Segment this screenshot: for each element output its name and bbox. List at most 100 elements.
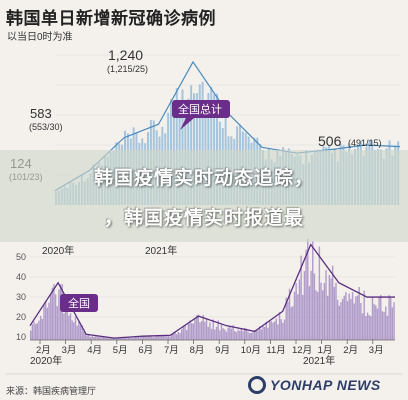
bottom-bar [157,336,160,340]
bottom-bar [161,335,163,340]
callout-breakdown: (553/30) [29,122,63,132]
bottom-bar [151,336,153,340]
legend-callout-label: 全国总计 [178,102,222,116]
bottom-bar [350,298,352,340]
bottom-bar [207,326,209,340]
bottom-bar [272,322,274,340]
bottom-year-label: 2020年 [30,354,62,367]
bottom-bar [300,255,302,340]
bottom-xtick-label: 2月 [36,345,51,356]
bottom-bar [119,337,122,340]
bottom-bar [176,334,178,340]
bottom-xtick-label: 6月 [138,345,153,356]
bottom-bar [388,295,390,340]
bottom-bar [117,337,120,340]
bottom-bar [94,336,97,340]
bottom-series-line [29,243,395,339]
bottom-bar [386,315,389,340]
bottom-bar [194,319,196,340]
bottom-bar [61,284,63,340]
bottom-bar [247,331,249,340]
bottom-bar [237,329,239,340]
bottom-bar [31,324,34,340]
bottom-bar [335,282,337,340]
bottom-bar [230,328,233,340]
bottom-bar [169,336,171,340]
bottom-bar [278,311,281,340]
bottom-bar [159,336,161,340]
bottom-bar [33,321,35,340]
bottom-bar [297,294,299,340]
bottom-bar [69,313,72,340]
bottom-bar [202,314,204,340]
bottom-bar [331,265,334,340]
bottom-xtick-label: 7月 [164,345,179,356]
bottom-bar [280,319,282,340]
top-year-label: 2020年 [42,244,74,257]
bottom-bar [253,330,256,340]
bottom-xtick-label: 9月 [215,345,230,356]
top-bar [210,86,213,205]
bottom-bar [239,330,241,340]
bottom-bar [385,306,387,340]
bottom-bar [164,335,166,340]
top-bar [193,93,196,205]
bottom-bar [313,273,316,340]
bottom-legend-label: 全国 [68,296,90,310]
bottom-bar [121,338,123,340]
bottom-bar [49,295,52,340]
bottom-bar [224,329,226,340]
bottom-bar [262,326,264,340]
bottom-bar [267,327,269,340]
bottom-bar [89,337,92,340]
bottom-bar [204,321,206,340]
bottom-bar [235,332,238,340]
bottom-bar [373,303,375,340]
callout-breakdown: (1,215/25) [107,64,148,74]
bottom-bar [167,335,170,340]
top-bar [216,93,219,205]
bottom-bar [122,337,125,340]
callout-value: 506 [318,133,342,149]
bottom-bar [127,336,130,340]
bottom-bar [137,336,140,340]
bottom-bar [381,311,384,340]
bottom-bar [355,296,357,340]
bottom-bar [365,316,367,340]
bottom-bar [74,316,77,340]
bottom-bar [187,324,190,340]
bottom-bar [234,330,236,340]
bottom-bar [99,337,102,340]
bottom-bar [346,301,349,340]
bottom-bar [257,330,259,340]
bottom-bar [393,302,395,340]
bottom-bar [277,324,279,340]
bottom-bar [356,295,359,340]
bottom-bar [333,286,336,340]
bottom-bar [358,287,360,340]
bottom-bar [30,330,32,340]
bottom-bar [338,305,341,340]
bottom-bar [71,320,73,340]
bottom-bar [81,325,83,340]
bottom-bar [260,329,263,340]
bottom-bar [103,336,105,340]
bottom-bar [48,302,50,340]
legend-callout-box [172,100,230,118]
bottom-ytick-label: 40 [16,272,26,282]
bottom-bar [44,301,47,340]
bottom-bar [152,337,155,340]
top-bar [213,94,216,205]
bottom-xtick-label: 10月 [241,345,261,356]
bottom-bar [305,249,307,340]
bottom-bar [310,270,312,340]
bottom-bar [366,312,369,340]
bottom-bar [109,338,112,340]
bottom-xtick-label: 5月 [113,345,128,356]
bottom-bar [195,315,198,340]
bottom-bar [343,295,345,340]
bottom-bar [184,325,186,340]
bottom-bar [242,331,244,340]
bottom-bar [263,327,266,340]
bottom-xtick-label: 11月 [266,345,285,356]
